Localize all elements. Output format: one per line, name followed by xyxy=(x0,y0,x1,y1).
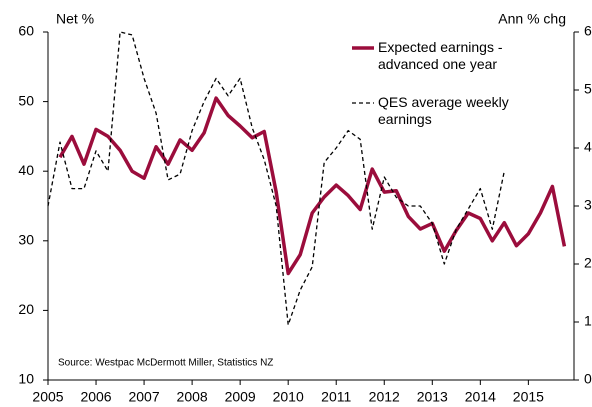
x-tick-label: 2006 xyxy=(80,389,111,405)
source-note: Source: Westpac McDermott Miller, Statis… xyxy=(58,358,273,369)
series-line xyxy=(47,31,505,326)
y2-tick-label: 4 xyxy=(584,139,592,155)
x-tick-label: 2014 xyxy=(465,389,496,405)
x-tick-label: 2013 xyxy=(417,389,448,405)
x-tick-label: 2011 xyxy=(321,389,351,405)
y2-tick-label: 6 xyxy=(584,23,592,39)
y-tick-label: 10 xyxy=(18,371,34,387)
x-tick-label: 2009 xyxy=(225,389,256,405)
x-tick-label: 2010 xyxy=(273,389,304,405)
y2-tick-label: 0 xyxy=(584,371,592,387)
y-tick-label: 20 xyxy=(18,301,34,317)
y2-tick-label: 1 xyxy=(584,313,592,329)
x-tick-label: 2005 xyxy=(32,389,63,405)
y-tick-label: 40 xyxy=(18,162,34,178)
legend-label: QES average weekly earnings xyxy=(378,94,509,127)
y2-tick-label: 5 xyxy=(584,81,592,97)
y2-tick-label: 2 xyxy=(584,255,592,271)
y-tick-label: 60 xyxy=(18,23,34,39)
x-tick-label: 2008 xyxy=(177,389,208,405)
y2-axis-title: Ann % chg xyxy=(498,11,566,27)
legend-label: Expected earnings - advanced one year xyxy=(378,39,503,72)
y-axis-title: Net % xyxy=(56,11,94,27)
x-tick-label: 2012 xyxy=(369,389,400,405)
y-tick-label: 30 xyxy=(18,232,34,248)
x-tick-label: 2015 xyxy=(513,389,544,405)
series-line xyxy=(58,96,567,276)
y-tick-label: 50 xyxy=(18,92,34,108)
y2-tick-label: 3 xyxy=(584,197,592,213)
x-tick-label: 2007 xyxy=(128,389,159,405)
